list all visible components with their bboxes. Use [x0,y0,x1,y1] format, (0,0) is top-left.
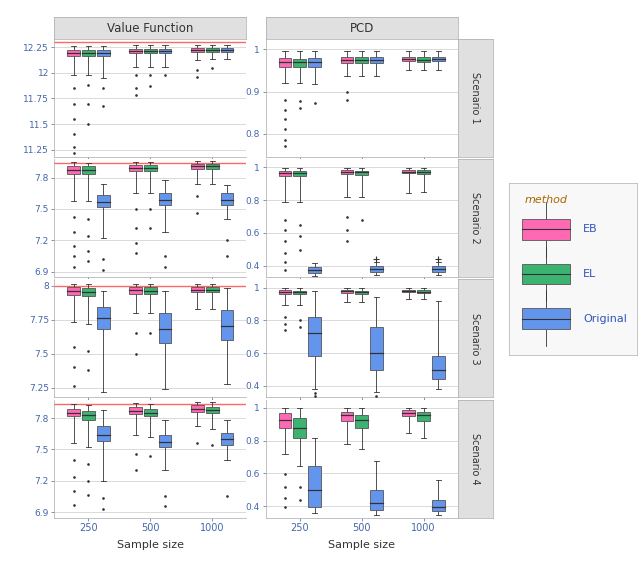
Bar [67,287,80,295]
Bar [371,490,383,510]
Bar [417,412,429,422]
Bar [83,288,95,296]
Text: EL: EL [583,269,596,279]
Bar [97,50,109,56]
Text: Scenario 1: Scenario 1 [470,72,480,124]
Bar [191,406,204,412]
Bar [191,164,204,169]
Bar [308,466,321,507]
Bar [83,166,95,174]
Bar [417,170,429,174]
Bar [221,193,234,205]
Bar [417,290,429,293]
Bar [278,290,291,293]
Text: Scenario 4: Scenario 4 [470,433,480,484]
Bar [355,291,368,293]
Bar [129,49,141,53]
Bar [129,165,141,171]
Text: Value Function: Value Function [108,22,193,34]
Bar [294,418,306,438]
Bar [83,411,95,420]
Bar [294,59,306,67]
Bar [159,49,172,53]
Bar [355,170,368,174]
Bar [129,287,141,294]
Bar [278,413,291,428]
Bar [206,48,218,52]
Bar [294,291,306,294]
Bar [206,407,218,413]
Bar [308,58,321,67]
Bar [67,408,80,416]
Bar [403,170,415,173]
Text: Sample size: Sample size [117,540,184,550]
Bar [97,196,109,207]
Text: Original: Original [583,313,627,324]
Bar [278,58,291,67]
Bar [144,49,157,53]
Bar [403,290,415,292]
Bar [340,170,353,174]
Text: method: method [524,195,567,205]
Bar [129,407,141,414]
Text: Scenario 3: Scenario 3 [470,312,480,364]
Bar [340,290,353,293]
Bar [144,165,157,171]
Bar [417,57,429,62]
Text: PCD: PCD [349,22,374,34]
Bar [355,415,368,428]
Bar [67,50,80,56]
Text: Scenario 2: Scenario 2 [470,192,480,244]
Bar [191,48,204,52]
Bar [432,500,445,511]
Bar [371,57,383,63]
Bar [371,327,383,370]
Bar [144,408,157,416]
Bar [159,313,172,343]
Text: EB: EB [583,224,598,235]
Bar [144,287,157,294]
Bar [221,310,234,340]
Bar [340,57,353,63]
Bar [308,317,321,356]
Bar [191,287,204,292]
Text: Sample size: Sample size [328,540,395,550]
Bar [403,57,415,61]
Bar [340,412,353,422]
Bar [371,266,383,272]
Bar [403,411,415,416]
Bar [308,267,321,273]
Bar [83,50,95,56]
Bar [67,166,80,174]
Bar [221,48,234,52]
Bar [355,57,368,63]
Bar [97,307,109,329]
Bar [159,193,172,205]
Bar [432,57,445,61]
Bar [432,356,445,379]
Bar [97,426,109,441]
Bar [294,171,306,176]
Bar [432,266,445,272]
Bar [221,432,234,445]
Bar [159,435,172,447]
Bar [278,170,291,176]
Bar [206,164,218,169]
Bar [206,287,218,292]
